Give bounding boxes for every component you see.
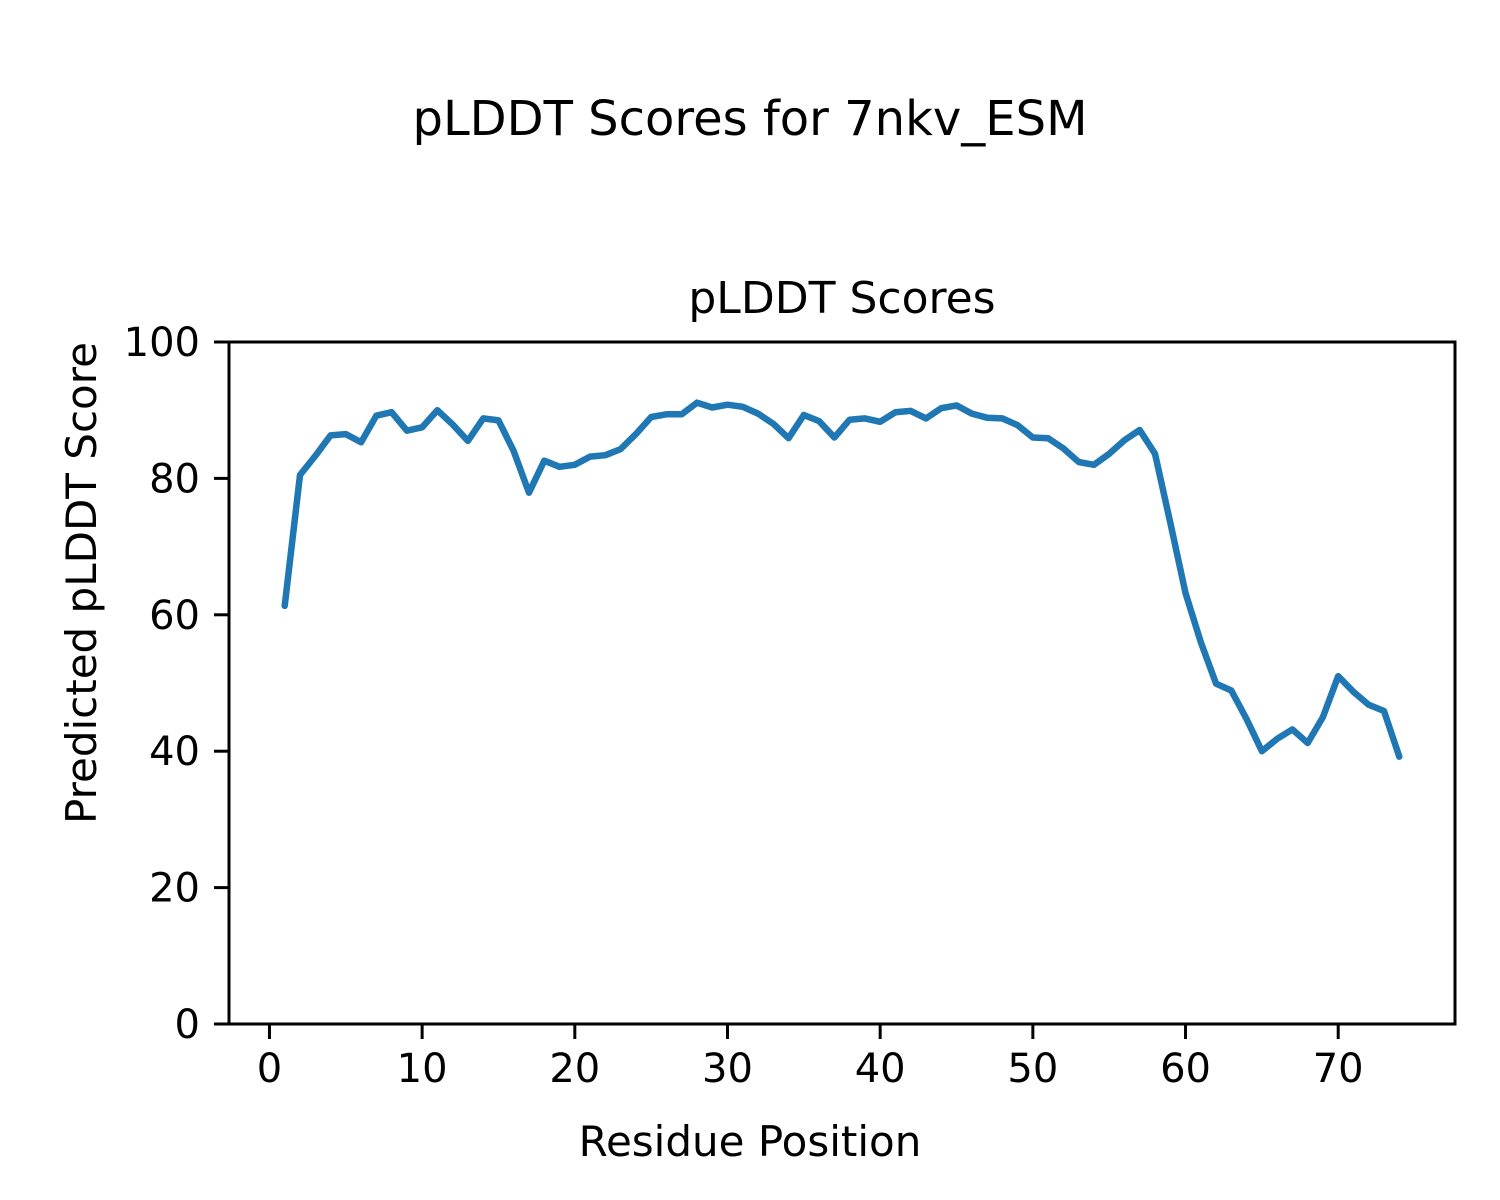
y-tick-label: 60 bbox=[149, 593, 200, 639]
x-tick-label: 0 bbox=[257, 1046, 282, 1092]
x-axis-label: Residue Position bbox=[578, 1117, 922, 1166]
data-line bbox=[281, 399, 1403, 760]
y-tick-label: 40 bbox=[149, 729, 200, 775]
y-axis-label: Predicted pLDDT Score bbox=[56, 342, 106, 824]
y-tick-label: 100 bbox=[124, 320, 200, 366]
x-tick-label: 20 bbox=[549, 1046, 600, 1092]
y-tick-label: 20 bbox=[149, 866, 200, 912]
figure-title: pLDDT Scores for 7nkv_ESM bbox=[412, 91, 1088, 147]
x-tick-label: 70 bbox=[1313, 1046, 1364, 1092]
x-tick-label: 50 bbox=[1007, 1046, 1058, 1092]
y-tick-label: 0 bbox=[175, 1002, 200, 1048]
x-tick-label: 10 bbox=[397, 1046, 448, 1092]
plot-spines bbox=[227, 340, 1457, 1026]
x-tick-label: 30 bbox=[702, 1046, 753, 1092]
y-tick-label: 80 bbox=[149, 456, 200, 502]
x-tick-label: 40 bbox=[855, 1046, 906, 1092]
x-tick-label: 60 bbox=[1160, 1046, 1211, 1092]
plot-title: pLDDT Scores bbox=[688, 273, 996, 324]
